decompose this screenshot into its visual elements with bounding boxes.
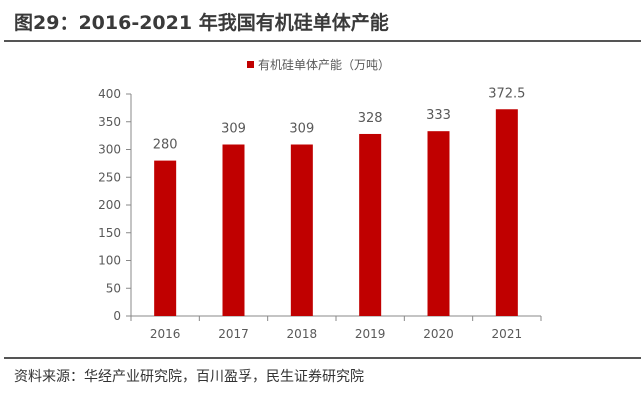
figure-title: 图29：2016-2021 年我国有机硅单体产能 (14, 12, 389, 34)
x-tick-label: 2021 (492, 327, 523, 341)
y-tick-label: 0 (113, 309, 121, 323)
data-label: 309 (221, 122, 246, 137)
data-label: 280 (153, 138, 178, 153)
legend-swatch (247, 61, 254, 68)
y-tick-label: 350 (98, 115, 121, 129)
x-tick-label: 2019 (355, 327, 386, 341)
bar (290, 144, 313, 316)
y-tick-label: 150 (98, 226, 121, 240)
legend-label: 有机硅单体产能（万吨） (258, 58, 390, 72)
y-tick-label: 200 (98, 198, 121, 212)
y-tick-label: 100 (98, 254, 121, 268)
y-tick-label: 300 (98, 143, 121, 157)
bar (154, 160, 177, 316)
source-rule (4, 357, 641, 359)
y-tick-label: 50 (106, 281, 121, 295)
source-note: 资料来源：华经产业研究院，百川盈孚，民生证券研究院 (14, 369, 364, 385)
x-tick-label: 2016 (150, 327, 181, 341)
x-tick-label: 2018 (287, 327, 318, 341)
data-label: 328 (358, 111, 383, 126)
bar (222, 144, 245, 316)
data-label: 309 (289, 122, 314, 137)
title-rule (4, 40, 641, 42)
y-tick-label: 250 (98, 170, 121, 184)
bar (427, 131, 450, 316)
bar (359, 133, 382, 316)
y-tick-label: 400 (98, 87, 121, 101)
data-label: 372.5 (488, 86, 525, 101)
data-label: 333 (426, 108, 451, 123)
bar (495, 109, 518, 316)
x-tick-label: 2020 (423, 327, 454, 341)
x-tick-label: 2017 (218, 327, 249, 341)
